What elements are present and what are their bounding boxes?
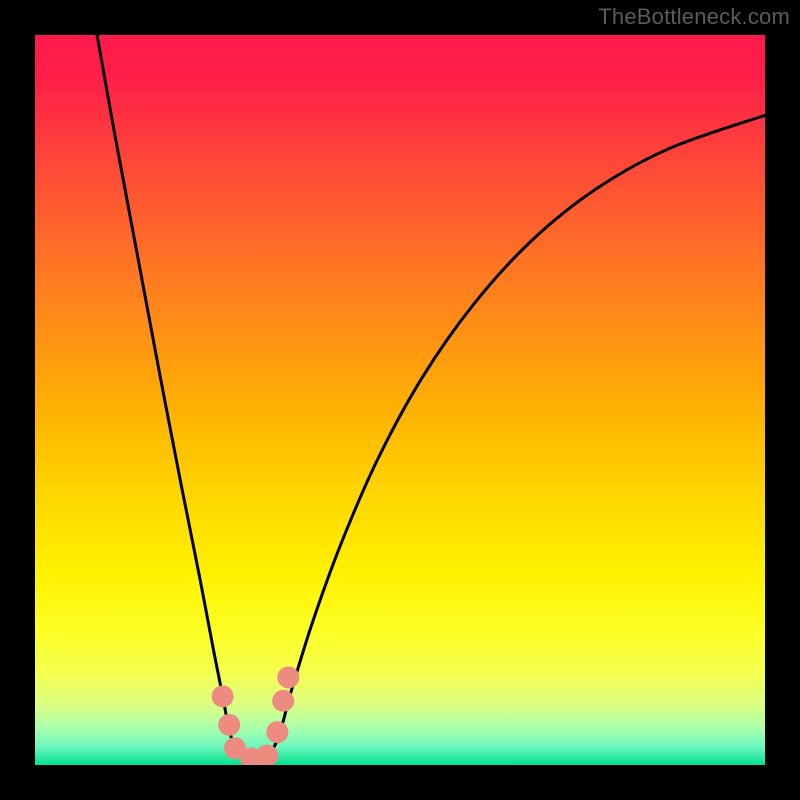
- trough-marker: [266, 721, 288, 743]
- trough-marker: [218, 714, 240, 736]
- trough-marker: [212, 685, 234, 707]
- bottleneck-curve: [97, 35, 765, 761]
- chart-canvas: TheBottleneck.com: [0, 0, 800, 800]
- trough-marker: [272, 690, 294, 712]
- trough-marker: [277, 666, 299, 688]
- curve-layer: [35, 35, 765, 765]
- watermark-text: TheBottleneck.com: [598, 4, 790, 30]
- plot-area: [35, 35, 765, 765]
